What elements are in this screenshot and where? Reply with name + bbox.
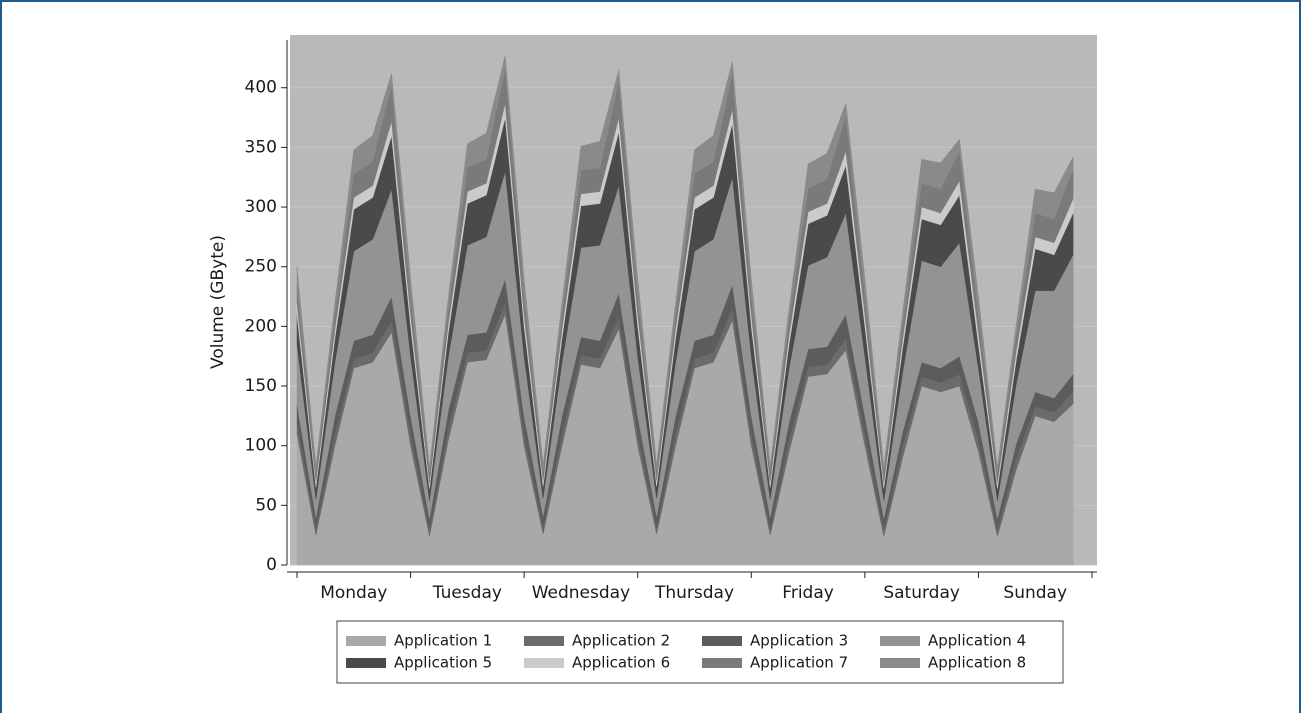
- legend-swatch: [346, 658, 386, 668]
- legend-swatch: [702, 658, 742, 668]
- legend-label: Application 3: [750, 632, 848, 650]
- x-tick-label: Friday: [782, 583, 834, 603]
- legend-swatch: [346, 636, 386, 646]
- x-tick-label: Wednesday: [532, 583, 630, 603]
- legend-swatch: [702, 636, 742, 646]
- x-tick-label: Tuesday: [432, 583, 502, 603]
- y-tick-label: 300: [245, 197, 277, 217]
- legend-label: Application 8: [928, 654, 1026, 672]
- x-tick-label: Saturday: [883, 583, 960, 603]
- y-tick-label: 400: [245, 78, 277, 98]
- legend-label: Application 1: [394, 632, 492, 650]
- legend-label: Application 6: [572, 654, 670, 672]
- y-axis-label: Volume (GByte): [208, 235, 228, 369]
- y-tick-label: 250: [245, 257, 277, 277]
- legend: Application 1 Application 2 Application 3 A…: [346, 632, 1026, 672]
- legend-swatch: [524, 636, 564, 646]
- legend-label: Application 7: [750, 654, 848, 672]
- legend-label: Application 4: [928, 632, 1026, 650]
- y-tick-label: 200: [245, 316, 277, 336]
- x-tick-label: Sunday: [1003, 583, 1067, 603]
- legend-label: Application 5: [394, 654, 492, 672]
- legend-swatch: [880, 658, 920, 668]
- area: [296, 55, 1074, 474]
- x-tick-label: Thursday: [654, 583, 734, 603]
- y-tick-label: 0: [266, 555, 277, 575]
- y-tick-label: 150: [245, 376, 277, 396]
- legend-swatch: [524, 658, 564, 668]
- y-tick-label: 100: [245, 436, 277, 456]
- legend-box: [336, 620, 1064, 684]
- y-tick-label: 350: [245, 137, 277, 157]
- legend-label: Application 2: [572, 632, 670, 650]
- y-tick-label: 50: [255, 495, 277, 515]
- legend-swatch: [880, 636, 920, 646]
- x-tick-label: Monday: [320, 583, 387, 603]
